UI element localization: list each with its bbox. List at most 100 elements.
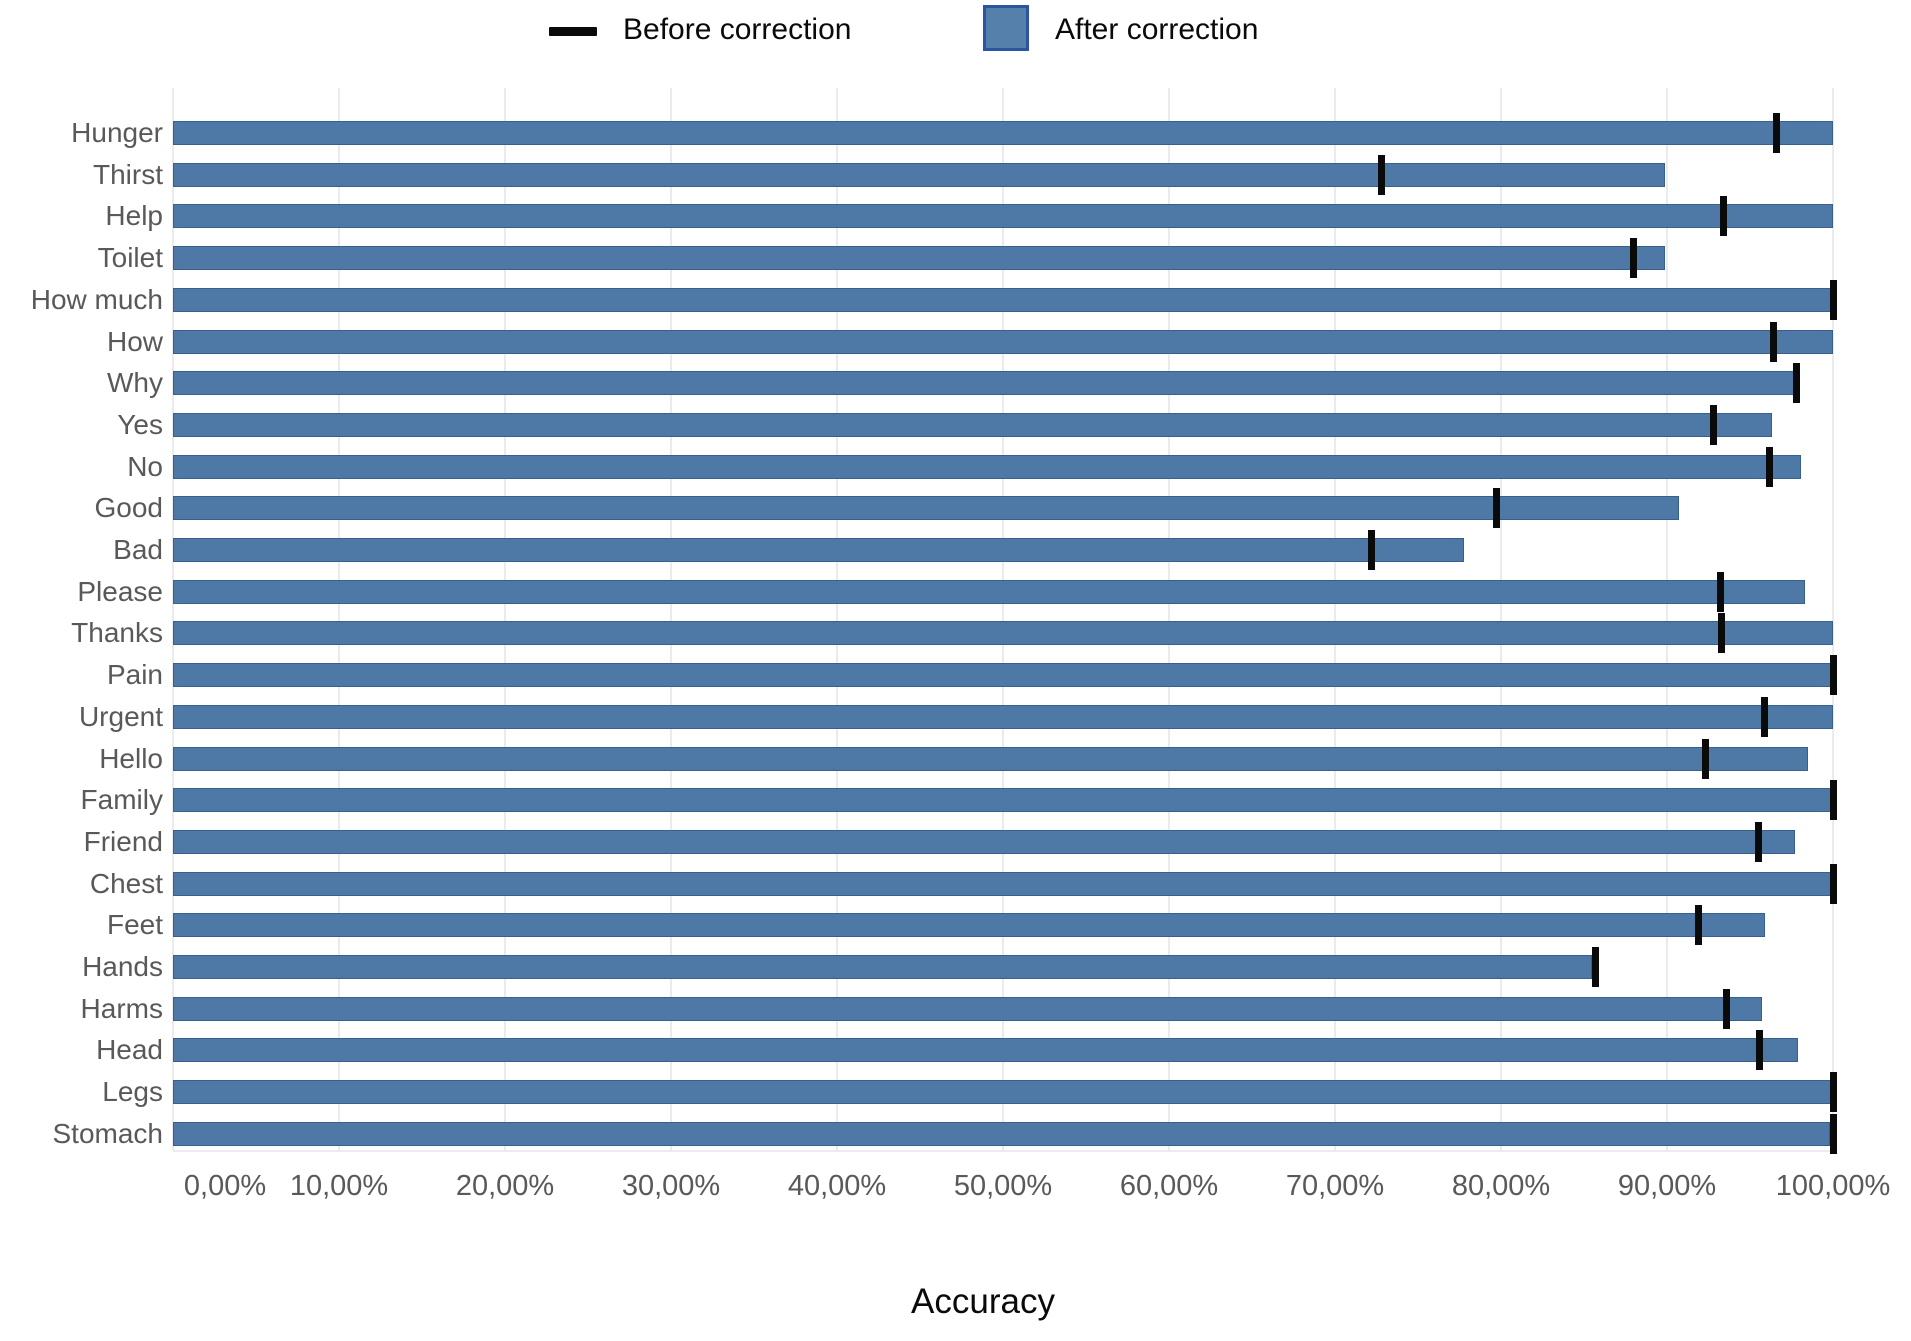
tick-before-correction xyxy=(1766,446,1774,487)
y-category-label: Urgent xyxy=(78,700,163,732)
y-category-label: Please xyxy=(77,575,163,607)
bar-after-correction xyxy=(173,829,1795,854)
gridline-100 xyxy=(1832,88,1834,1150)
bar-after-correction xyxy=(173,1080,1833,1105)
gridline-0 xyxy=(172,88,174,1150)
y-category-label: Thanks xyxy=(71,617,163,649)
y-category-label: How much xyxy=(30,283,163,315)
x-tick-label-10: 10,00% xyxy=(289,1170,389,1202)
tick-before-correction xyxy=(1829,1072,1837,1113)
y-category-label: Stomach xyxy=(52,1117,164,1149)
bar-after-correction xyxy=(173,329,1833,354)
y-category-label: Good xyxy=(94,492,164,524)
tick-before-correction xyxy=(1756,1030,1764,1071)
x-tick-label-80: 80,00% xyxy=(1451,1170,1551,1202)
tick-before-correction xyxy=(1630,238,1638,279)
tick-before-correction xyxy=(1829,863,1837,904)
x-tick-label-60: 60,00% xyxy=(1119,1170,1219,1202)
y-category-label: Chest xyxy=(89,867,163,899)
bar-after-correction xyxy=(173,1038,1799,1063)
bar-after-correction xyxy=(173,538,1465,562)
bar-after-correction xyxy=(173,704,1833,729)
bar-after-correction xyxy=(173,579,1805,604)
bar-after-correction xyxy=(173,287,1833,312)
y-category-label: Feet xyxy=(106,909,163,941)
gridline-80 xyxy=(1500,88,1502,1150)
x-tick-label-0: 0,00% xyxy=(183,1170,267,1202)
x-tick-label-70: 70,00% xyxy=(1285,1170,1385,1202)
y-category-label: How xyxy=(106,325,163,357)
y-category-label: Friend xyxy=(83,825,163,857)
tick-before-correction xyxy=(1769,321,1777,362)
y-category-label: Head xyxy=(96,1034,163,1066)
bar-after-correction xyxy=(173,871,1833,896)
y-category-label: Bad xyxy=(113,534,163,565)
bar-after-correction xyxy=(173,1121,1830,1146)
y-category-label: Harms xyxy=(80,992,163,1024)
y-category-label: Hello xyxy=(99,742,163,774)
gridline-30 xyxy=(670,88,672,1150)
x-tick-label-100: 100,00% xyxy=(1775,1170,1891,1202)
tick-before-correction xyxy=(1368,530,1376,570)
y-category-label: Yes xyxy=(117,408,163,440)
y-category-label: Why xyxy=(107,367,163,399)
tick-before-correction xyxy=(1719,196,1727,237)
tick-before-correction xyxy=(1829,780,1837,821)
y-category-label: Toilet xyxy=(97,242,163,274)
tick-before-correction xyxy=(1754,821,1762,862)
tick-before-correction xyxy=(1792,363,1800,404)
y-category-label: Help xyxy=(105,200,163,232)
gridline-10 xyxy=(338,88,340,1150)
x-tick-label-90: 90,00% xyxy=(1617,1170,1717,1202)
gridline-50 xyxy=(1002,88,1004,1150)
tick-before-correction xyxy=(1829,279,1837,320)
tick-before-correction xyxy=(1701,738,1709,779)
gridline-70 xyxy=(1334,88,1336,1150)
x-tick-label-40: 40,00% xyxy=(787,1170,887,1202)
legend-before-dash-swatch xyxy=(549,27,597,36)
tick-before-correction xyxy=(1829,1113,1837,1154)
x-axis-title: Accuracy xyxy=(911,1282,1055,1321)
bar-after-correction xyxy=(173,204,1833,229)
bar-after-correction xyxy=(173,246,1666,271)
y-category-label: Legs xyxy=(102,1076,163,1108)
gridline-40 xyxy=(836,88,838,1150)
legend-after-square-swatch xyxy=(983,5,1029,51)
bar-after-correction xyxy=(173,913,1765,938)
legend-label-before: Before correction xyxy=(623,13,852,46)
bar-after-correction xyxy=(173,412,1772,437)
plot-area xyxy=(172,88,1837,1154)
tick-before-correction xyxy=(1716,571,1724,612)
tick-before-correction xyxy=(1723,988,1731,1029)
bar-after-correction xyxy=(173,663,1833,688)
bar-after-correction xyxy=(173,454,1802,479)
tick-before-correction xyxy=(1592,947,1600,987)
y-category-label: Hands xyxy=(82,951,163,982)
y-category-label: Pain xyxy=(106,659,163,691)
y-category-label: Hunger xyxy=(71,117,163,148)
gridline-20 xyxy=(504,88,506,1150)
legend-label-after: After correction xyxy=(1055,13,1259,46)
tick-before-correction xyxy=(1773,113,1781,153)
tick-before-correction xyxy=(1377,154,1385,195)
bar-after-correction xyxy=(173,621,1833,646)
gridline-90 xyxy=(1666,88,1668,1150)
bar-after-correction xyxy=(173,788,1833,813)
gridline-60 xyxy=(1168,88,1170,1150)
x-tick-label-50: 50,00% xyxy=(953,1170,1053,1202)
y-category-label: Family xyxy=(80,784,163,816)
y-category-label: Thirst xyxy=(93,158,163,190)
bar-after-correction xyxy=(173,371,1795,396)
bar-after-correction xyxy=(173,121,1833,145)
tick-before-correction xyxy=(1695,905,1703,946)
bar-after-correction xyxy=(173,746,1809,771)
bar-after-correction xyxy=(173,496,1679,521)
bar-after-correction xyxy=(173,996,1762,1021)
tick-before-correction xyxy=(1718,613,1726,654)
y-category-label: No xyxy=(127,450,163,482)
x-tick-label-20: 20,00% xyxy=(455,1170,555,1202)
bar-after-correction xyxy=(173,955,1593,979)
bar-after-correction xyxy=(173,162,1666,187)
x-tick-label-30: 30,00% xyxy=(621,1170,721,1202)
